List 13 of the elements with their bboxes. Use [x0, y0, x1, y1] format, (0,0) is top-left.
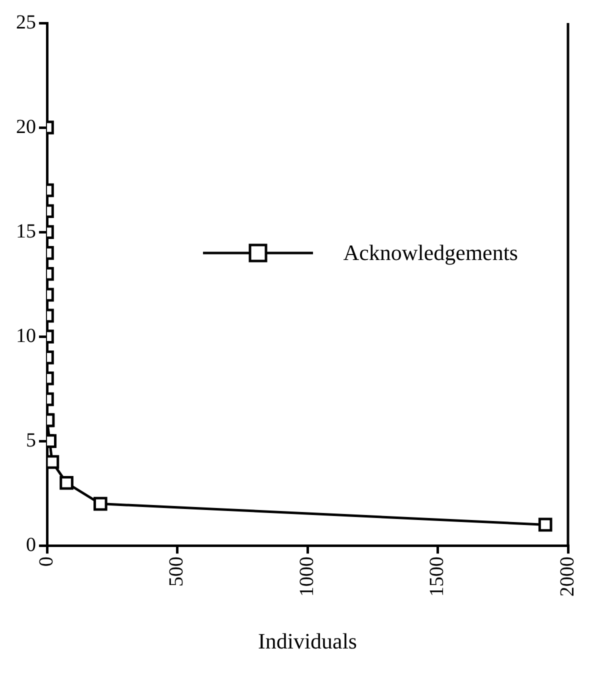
x-tick-label: 2000	[556, 556, 578, 597]
y-tick-label: 5	[26, 429, 36, 452]
x-tick-label: 1000	[296, 556, 318, 597]
legend-label: Acknowledgements	[343, 240, 518, 266]
x-tick-label: 500	[166, 556, 188, 587]
y-tick-label: 0	[26, 534, 36, 556]
y-tick-label: 25	[16, 11, 36, 34]
y-tick-label: 15	[16, 220, 36, 242]
y-tick-label: 10	[16, 324, 36, 347]
x-axis-title: Individuals	[258, 628, 357, 654]
x-tick-label: 0	[35, 556, 58, 567]
y-tick-label: 20	[16, 116, 36, 138]
x-tick-label: 1500	[426, 556, 448, 597]
